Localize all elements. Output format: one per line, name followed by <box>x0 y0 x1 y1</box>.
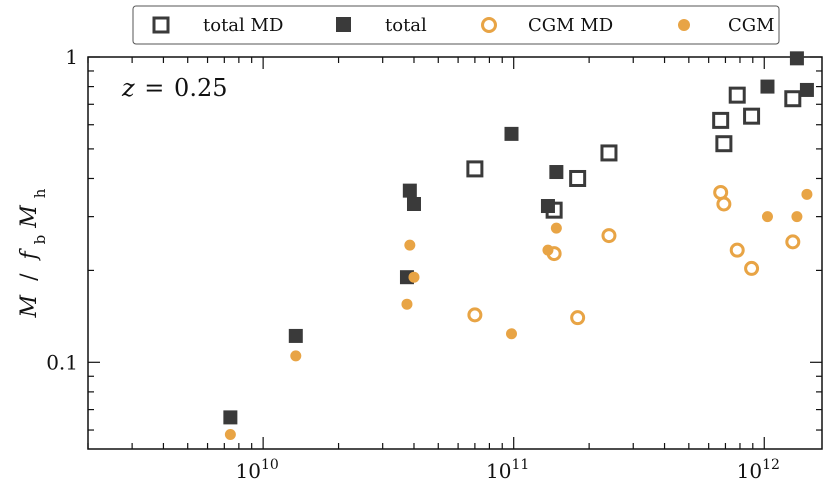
point-cgm-md <box>744 260 760 276</box>
ylabel-f-sub: b <box>31 235 49 245</box>
point-cgm <box>505 328 517 340</box>
point-total <box>504 126 519 141</box>
point-total-md <box>712 111 730 129</box>
point-cgm <box>401 298 413 310</box>
legend-label-total-md: total MD <box>203 15 283 36</box>
axis-ticks <box>87 56 822 449</box>
point-total <box>288 328 303 343</box>
y-tick-labels: 0.11 <box>46 45 78 374</box>
x-tick-label: 1010 <box>235 457 278 483</box>
point-cgm-md <box>729 242 745 258</box>
point-total <box>540 199 555 214</box>
point-total-md <box>784 90 802 108</box>
x-tick-label-exponent: 10 <box>261 457 279 473</box>
point-cgm <box>408 271 420 283</box>
point-total <box>789 51 804 66</box>
point-cgm <box>542 244 554 256</box>
x-tick-label: 1012 <box>737 457 780 483</box>
point-cgm <box>791 211 803 223</box>
point-cgm-md <box>601 228 617 244</box>
y-axis-title: M / f b M h <box>17 188 49 318</box>
x-tick-label-exponent: 12 <box>762 457 780 473</box>
legend-marker-cgm <box>678 19 690 31</box>
point-cgm <box>801 188 813 200</box>
point-cgm-md <box>467 307 483 323</box>
x-tick-label-base: 10 <box>486 459 511 483</box>
point-cgm-md <box>785 234 801 250</box>
ylabel-mh-sub: h <box>31 188 49 198</box>
legend-label-cgm-md: CGM MD <box>528 15 613 36</box>
annotation-z: z <box>121 74 135 102</box>
x-tick-label-base: 10 <box>737 459 762 483</box>
point-total-md <box>466 160 484 178</box>
point-cgm <box>404 239 416 251</box>
legend-label-total: total <box>385 15 427 36</box>
plot-frame <box>87 56 823 450</box>
ylabel-m: M <box>17 294 42 318</box>
redshift-annotation: z = 0.25 <box>121 74 227 102</box>
legend-marker-total <box>336 17 351 32</box>
point-cgm <box>224 429 236 441</box>
ylabel-slash: / <box>17 267 42 288</box>
point-total-md <box>600 144 618 162</box>
annotation-value: 0.25 <box>174 74 227 102</box>
data-markers <box>223 51 814 441</box>
point-cgm <box>290 350 302 362</box>
y-tick-label: 0.1 <box>46 350 78 374</box>
point-total-md <box>728 86 746 104</box>
ylabel-mh: M <box>17 205 42 229</box>
point-total <box>402 183 417 198</box>
point-cgm <box>761 211 773 223</box>
ylabel-f: f <box>17 248 42 262</box>
point-total <box>406 196 421 211</box>
legend: total MD total CGM MD CGM <box>132 5 780 45</box>
point-cgm-md <box>716 196 732 212</box>
point-total-md <box>715 135 733 153</box>
point-total <box>799 82 814 97</box>
x-tick-label: 1011 <box>486 457 529 483</box>
x-tick-labels: 1010 1011 1012 <box>235 457 779 483</box>
legend-marker-cgm-md <box>481 17 497 33</box>
point-cgm-md <box>570 310 586 326</box>
point-total <box>223 410 238 425</box>
y-tick-label: 1 <box>65 45 78 69</box>
point-total-md <box>569 169 587 187</box>
legend-marker-total-md <box>152 16 170 34</box>
annotation-eq: = <box>144 74 164 102</box>
legend-box <box>132 5 780 45</box>
point-cgm <box>550 222 562 234</box>
x-tick-label-base: 10 <box>235 459 260 483</box>
x-tick-label-exponent: 11 <box>512 457 530 473</box>
point-total <box>549 165 564 180</box>
legend-label-cgm: CGM <box>728 15 775 36</box>
point-total-md <box>743 107 761 125</box>
point-total <box>760 79 775 94</box>
